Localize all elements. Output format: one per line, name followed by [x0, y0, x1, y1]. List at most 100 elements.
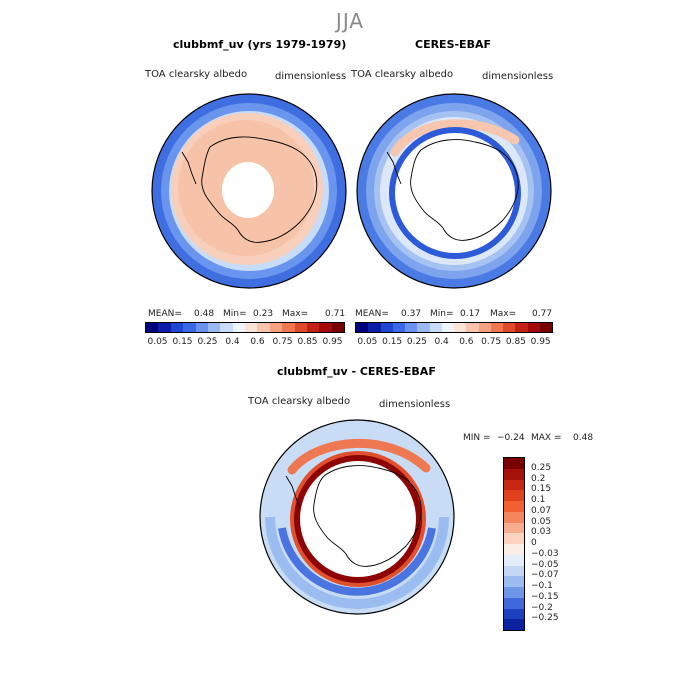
diff-colorbar-swatch-6 [504, 522, 524, 534]
diff-colorbar-label: 0.03 [531, 527, 552, 538]
diff-colorbar-label: −0.05 [531, 559, 559, 570]
diff-colorbar-swatch-10 [504, 565, 524, 577]
panel2-colorbar-tick-label: 0.75 [481, 337, 502, 347]
panel1-antarctica-coast [201, 136, 318, 243]
diff-colorbar-swatch-14 [504, 608, 524, 620]
panel1-pole-cap [222, 162, 274, 218]
panel2-colorbar-tick-label: 0.95 [530, 337, 551, 347]
panel2-high-albedo-arc [390, 119, 520, 157]
panel1-south-america-tip [181, 151, 197, 185]
diff-colorbar-label: −0.15 [531, 591, 559, 602]
panel2-colorbar-swatch-2 [380, 323, 393, 332]
panel2-min-value: 0.17 [460, 309, 481, 319]
diff-colorbar-label: 0.25 [531, 462, 552, 473]
panel2-colorbar-swatch-6 [429, 323, 442, 332]
panel2-colorbar-swatch-7 [441, 323, 454, 332]
diff-colorbar-swatch-1 [504, 468, 524, 480]
diff-antarctica-coast [313, 465, 422, 567]
diff-map-border [259, 419, 455, 615]
panel1-title: clubbmf_uv (yrs 1979-1979) [173, 38, 347, 51]
diff-colorbar-swatch-7 [504, 533, 524, 544]
panel2-map [356, 93, 552, 289]
diff-colorbar-label: 0.05 [531, 516, 552, 527]
diff-units: dimensionless [379, 399, 451, 410]
panel1-colorbar-swatch-1 [158, 323, 171, 332]
panel2-colorbar-swatch-14 [527, 323, 540, 332]
panel1-colorbar-tick-label: 0.85 [297, 337, 318, 347]
panel1-colorbar-tick-label: 0.15 [172, 337, 193, 347]
panel2-colorbar-tick-label: 0.85 [505, 337, 526, 347]
diff-colorbar-label: 0.15 [531, 484, 552, 495]
panel2-mean-label: MEAN= [355, 309, 389, 319]
diff-colorbar-swatch-13 [504, 597, 524, 609]
panel1-colorbar-tick-label: 0.05 [147, 337, 168, 347]
panel2-colorbar-swatch-0 [356, 323, 369, 332]
diff-colorbar-label: 0 [531, 538, 537, 548]
diff-colorbar-label: −0.03 [531, 548, 559, 559]
diff-colorbar-swatch-15 [504, 619, 524, 630]
panel2-colorbar-tick-label: 0.4 [434, 337, 449, 347]
panel1-min-value: 0.23 [253, 309, 274, 319]
panel2-colorbar-tick-label: 0.15 [382, 337, 403, 347]
panel2-colorbar-tick-label: 0.25 [406, 337, 427, 347]
diff-colorbar-swatch-8 [504, 544, 524, 555]
diff-title: clubbmf_uv - CERES-EBAF [277, 365, 436, 378]
panel1-colorbar-tick-label: 0.75 [272, 337, 293, 347]
panel2-colorbar-swatch-3 [392, 323, 405, 332]
panel1-colorbar-swatch-0 [146, 323, 159, 332]
panel1-colorbar-swatch-6 [220, 323, 233, 332]
panel2-colorbar-swatch-5 [417, 323, 430, 332]
panel2-missing-data [395, 133, 515, 253]
diff-variable: TOA clearsky albedo [248, 396, 351, 407]
panel2-max-value: 0.77 [532, 309, 553, 319]
panel2-colorbar-tick-label: 0.05 [357, 337, 378, 347]
panel1-colorbar-swatch-15 [331, 323, 344, 332]
panel2-units: dimensionless [482, 71, 554, 82]
panel2-colorbar-swatch-12 [503, 323, 516, 332]
panel2-colorbar-swatch-8 [454, 323, 467, 332]
panel1-colorbar-swatch-7 [232, 323, 245, 332]
panel1-colorbar-swatch-9 [257, 323, 270, 332]
panel1-map [151, 93, 347, 289]
diff-colorbar-swatch-9 [504, 554, 524, 566]
panel2-south-america-tip [386, 151, 402, 185]
diff-colorbar-label: −0.2 [531, 602, 553, 613]
panel2-colorbar-swatch-15 [539, 323, 552, 332]
panel1-colorbar-tick-label: 0.4 [225, 337, 240, 347]
panel1-colorbar-tick-label: 0.95 [322, 337, 343, 347]
diff-missing-data [300, 461, 416, 577]
diff-colorbar-label: −0.25 [531, 613, 559, 624]
diff-colorbar-swatch-3 [504, 490, 524, 501]
diff-colorbar-swatch-11 [504, 576, 524, 587]
panel2-colorbar [355, 322, 553, 333]
panel2-antarctica-coast [410, 139, 519, 241]
panel1-colorbar-swatch-3 [183, 323, 196, 332]
panel1-colorbar-swatch-12 [294, 323, 307, 332]
panel2-colorbar-tick-label: 0.6 [459, 337, 474, 347]
diff-map [259, 419, 455, 615]
panel2-max-label: Max= [490, 309, 517, 319]
panel2-colorbar-swatch-9 [466, 323, 479, 332]
panel2-variable: TOA clearsky albedo [351, 69, 454, 80]
diff-south-band [265, 516, 449, 609]
panel1-colorbar-swatch-5 [207, 323, 221, 332]
panel1-colorbar-swatch-4 [195, 323, 208, 332]
panel1-min-label: Min= [223, 309, 247, 319]
diff-colorbar-swatch-0 [504, 458, 524, 469]
panel2-colorbar-swatch-10 [478, 323, 491, 332]
panel1-max-label: Max= [282, 309, 309, 319]
diff-min-label: MIN = [463, 433, 491, 443]
panel1-colorbar-swatch-10 [269, 323, 283, 332]
diff-colorbar-swatch-5 [504, 511, 524, 523]
diff-colorbar-label: 0.07 [531, 505, 552, 516]
diff-south-america-tip [285, 475, 301, 509]
panel2-colorbar-swatch-1 [368, 323, 381, 332]
panel2-mean-value: 0.37 [401, 309, 422, 319]
season-title: JJA [335, 9, 365, 33]
diff-colorbar-swatch-4 [504, 501, 524, 512]
panel1-map-border [151, 93, 347, 289]
diff-max-label: MAX = [531, 433, 562, 443]
panel1-colorbar-swatch-14 [319, 323, 332, 332]
panel1-variable: TOA clearsky albedo [145, 69, 248, 80]
panel1-colorbar-swatch-11 [282, 323, 295, 332]
